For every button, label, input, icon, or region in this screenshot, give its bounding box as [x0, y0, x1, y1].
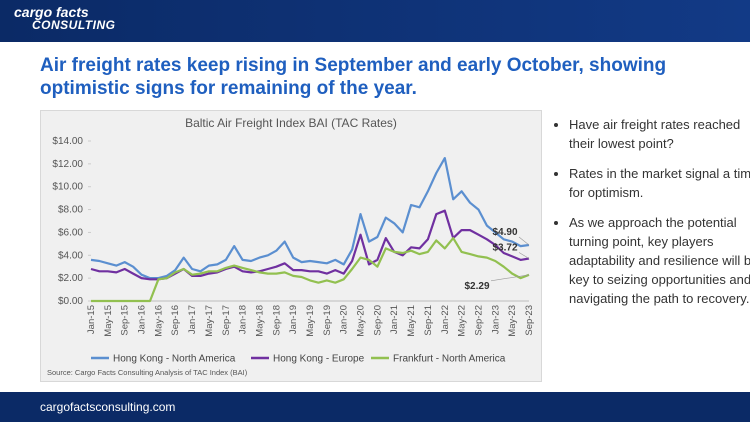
footer-bar: cargofactsconsulting.com: [0, 392, 750, 422]
x-tick-label: Jan-16: [137, 305, 148, 334]
x-tick-label: Sep-20: [372, 305, 383, 336]
y-tick-label: $4.00: [58, 250, 83, 261]
annotation-leader: [490, 274, 530, 282]
x-tick-label: Jan-15: [86, 305, 97, 334]
x-tick-label: May-20: [356, 305, 367, 337]
chart-title: Baltic Air Freight Index BAI (TAC Rates): [185, 116, 397, 130]
legend-label: Hong Kong - North America: [113, 354, 236, 365]
annotation: $3.72: [492, 242, 517, 253]
logo-top: cargo facts: [14, 4, 89, 20]
y-tick-label: $0.00: [58, 296, 83, 307]
x-tick-label: Jan-22: [440, 305, 451, 334]
y-tick-label: $6.00: [58, 227, 83, 238]
x-tick-label: May-22: [457, 305, 468, 337]
chart-box: Baltic Air Freight Index BAI (TAC Rates)…: [40, 110, 542, 382]
series-line: [90, 157, 530, 280]
series-line: [90, 209, 530, 281]
x-tick-label: May-23: [507, 305, 518, 337]
annotation-leader: [518, 252, 530, 259]
y-tick-label: $14.00: [52, 136, 83, 147]
x-tick-label: Sep-21: [423, 305, 434, 336]
logo-bottom: CONSULTING: [32, 18, 116, 32]
y-tick-label: $10.00: [52, 182, 83, 193]
footer-text: cargofactsconsulting.com: [40, 400, 176, 414]
annotation: $2.29: [464, 281, 489, 292]
header-bar: cargo facts CONSULTING: [0, 0, 750, 42]
series-line: [91, 237, 530, 303]
x-tick-label: Sep-15: [120, 305, 131, 336]
annotation: $4.90: [492, 227, 517, 238]
x-tick-label: May-15: [103, 305, 114, 337]
y-tick-label: $12.00: [52, 159, 83, 170]
chart: Baltic Air Freight Index BAI (TAC Rates)…: [47, 116, 535, 377]
x-tick-label: Sep-17: [221, 305, 232, 336]
annotation-leader: [518, 236, 530, 246]
legend-label: Hong Kong - Europe: [273, 354, 365, 365]
x-tick-label: May-19: [305, 305, 316, 337]
bullet-list: Have air freight rates reached their low…: [553, 115, 750, 319]
legend-label: Frankfurt - North America: [393, 354, 506, 365]
x-tick-label: Jan-18: [238, 305, 249, 334]
x-tick-label: Jan-20: [339, 305, 350, 334]
x-tick-label: Sep-23: [524, 305, 535, 336]
x-tick-label: May-16: [153, 305, 164, 337]
x-tick-label: May-18: [254, 305, 265, 337]
x-tick-label: Jan-23: [490, 305, 501, 334]
slide-title: Air freight rates keep rising in Septemb…: [40, 55, 667, 99]
bullet: As we approach the potential turning poi…: [569, 213, 750, 308]
x-tick-label: Sep-22: [473, 305, 484, 336]
y-tick-label: $2.00: [58, 273, 83, 284]
bullet: Rates in the market signal a time for op…: [569, 164, 750, 202]
x-tick-label: Sep-18: [271, 305, 282, 336]
y-tick-label: $8.00: [58, 205, 83, 216]
x-tick-label: Sep-19: [322, 305, 333, 336]
x-tick-label: May-21: [406, 305, 417, 337]
chart-source: Source: Cargo Facts Consulting Analysis …: [47, 368, 248, 377]
x-tick-label: Sep-16: [170, 305, 181, 336]
bullet: Have air freight rates reached their low…: [569, 115, 750, 153]
logo: cargo facts CONSULTING: [14, 4, 116, 32]
x-tick-label: Jan-19: [288, 305, 299, 334]
x-tick-label: Jan-17: [187, 305, 198, 334]
x-tick-label: May-17: [204, 305, 215, 337]
x-tick-label: Jan-21: [389, 305, 400, 334]
